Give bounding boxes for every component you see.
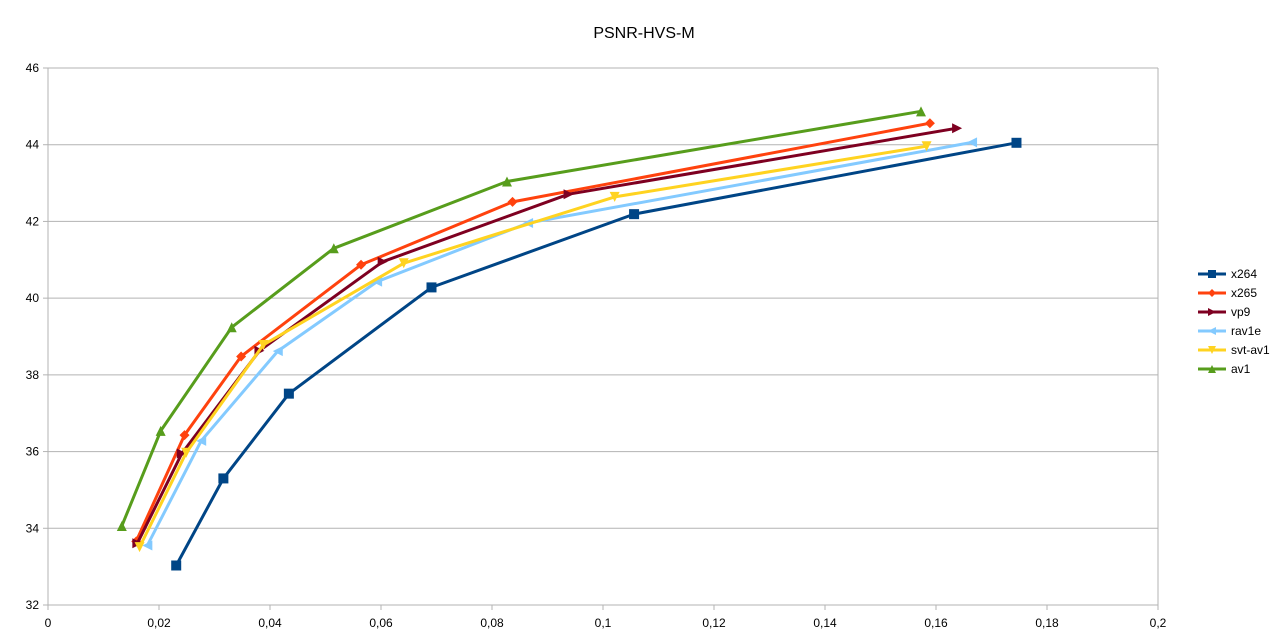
x-tick-label: 0,1 (595, 616, 612, 630)
data-point-svt-av1 (134, 542, 145, 553)
data-point-svt-av1 (258, 339, 269, 350)
x-tick-label: 0,06 (369, 616, 393, 630)
x-tick-label: 0,18 (1035, 616, 1059, 630)
series-line-x264 (174, 141, 1017, 567)
data-point-x264 (171, 560, 182, 571)
x-tick-label: 0,08 (480, 616, 504, 630)
data-point-x264 (629, 209, 640, 220)
legend-label: av1 (1231, 362, 1251, 376)
data-point-x264 (426, 282, 437, 293)
y-tick-label: 34 (26, 521, 40, 535)
legend-label: vp9 (1231, 305, 1251, 319)
legend-item-x265: x265 (1198, 286, 1257, 300)
y-tick-label: 42 (26, 214, 40, 228)
data-point-x265 (356, 259, 367, 270)
data-point-rav1e (196, 435, 207, 446)
x-tick-label: 0,14 (813, 616, 837, 630)
legend-item-svt-av1: svt-av1 (1198, 343, 1270, 357)
data-point-x265 (507, 196, 518, 207)
data-point-av1 (226, 322, 237, 333)
data-point-svt-av1 (609, 191, 620, 202)
data-point-vp9 (952, 123, 963, 134)
series-rav1e (142, 137, 978, 551)
y-tick-label: 40 (26, 291, 40, 305)
legend-marker (1208, 327, 1216, 335)
legend-marker (1208, 346, 1216, 354)
legend-item-av1: av1 (1198, 362, 1251, 376)
legend-marker (1208, 365, 1216, 373)
data-point-av1 (116, 520, 127, 531)
y-tick-label: 36 (26, 445, 40, 459)
series-line-svt-av1 (138, 144, 927, 548)
y-tick-label: 44 (26, 138, 40, 152)
x-tick-label: 0,04 (258, 616, 282, 630)
y-tick-label: 38 (26, 368, 40, 382)
y-tick-label: 32 (26, 598, 40, 612)
data-point-av1 (155, 425, 166, 436)
x-tick-label: 0,02 (147, 616, 171, 630)
legend-item-x264: x264 (1198, 267, 1257, 281)
data-point-svt-av1 (921, 141, 932, 152)
data-point-av1 (501, 176, 512, 187)
data-point-vp9 (176, 448, 187, 459)
x-tick-label: 0 (45, 616, 52, 630)
chart-title: PSNR-HVS-M (593, 25, 694, 42)
data-point-rav1e (142, 540, 153, 551)
data-point-vp9 (563, 189, 574, 200)
data-point-av1 (916, 106, 927, 117)
data-point-x264 (1011, 137, 1022, 148)
series-line-av1 (120, 109, 922, 527)
legend-item-vp9: vp9 (1198, 305, 1251, 319)
series-av1 (116, 106, 927, 531)
y-tick-label: 46 (26, 61, 40, 75)
legend-label: x264 (1231, 267, 1257, 281)
x-tick-label: 0,12 (702, 616, 726, 630)
data-point-x265 (924, 118, 935, 129)
data-point-svt-av1 (398, 258, 409, 269)
legend-marker (1208, 289, 1216, 297)
x-tick-label: 0,16 (924, 616, 948, 630)
data-point-x265 (179, 430, 190, 441)
data-point-av1 (328, 243, 339, 254)
data-point-x264 (283, 388, 294, 399)
legend-label: svt-av1 (1231, 343, 1270, 357)
legend-item-rav1e: rav1e (1198, 324, 1261, 338)
x-tick-label: 0,2 (1150, 616, 1167, 630)
legend-label: rav1e (1231, 324, 1261, 338)
data-point-rav1e (372, 276, 383, 287)
data-point-svt-av1 (181, 447, 192, 458)
data-point-rav1e (272, 346, 283, 357)
legend-marker (1208, 270, 1216, 278)
legend-label: x265 (1231, 286, 1257, 300)
series-svt-av1 (134, 141, 932, 553)
series-line-vp9 (136, 126, 958, 544)
legend-marker (1208, 308, 1216, 316)
series-line-rav1e (145, 140, 973, 547)
legend: x264 x265 vp9 rav1e svt-av1 av1 (1198, 267, 1270, 376)
series-line-x265 (134, 121, 931, 542)
series-layer (116, 106, 1022, 571)
data-point-x264 (218, 473, 229, 484)
data-point-vp9 (377, 256, 388, 267)
axes: 32 34 36 38 40 42 44 46 0 0,02 0,04 0,06 0,08 0,1 0,12… (26, 61, 1167, 630)
grid-lines (48, 67, 1158, 606)
data-point-rav1e (967, 137, 978, 148)
data-point-x265 (236, 351, 247, 362)
series-x264 (171, 137, 1022, 571)
